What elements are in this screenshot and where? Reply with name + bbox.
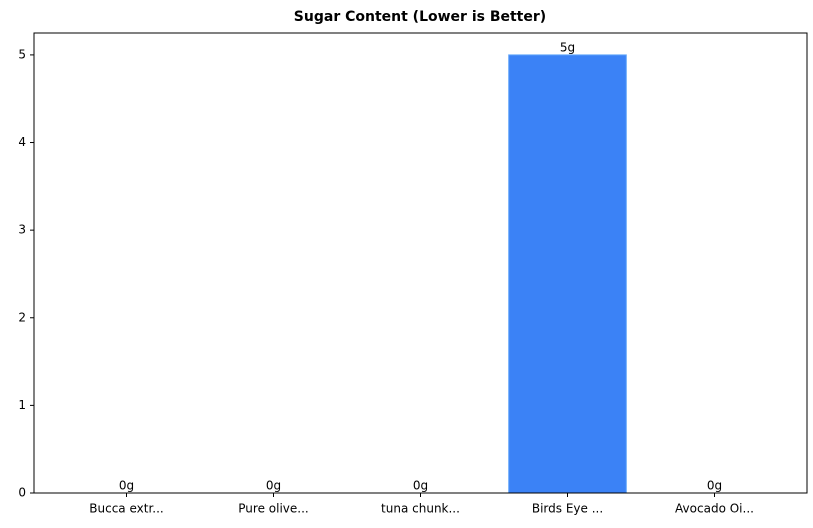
x-tick-label: Bucca extr...: [89, 502, 163, 516]
x-tick-label: Avocado Oi...: [675, 502, 754, 516]
chart-title: Sugar Content (Lower is Better): [294, 9, 546, 25]
y-tick-label: 2: [18, 310, 26, 324]
y-tick-label: 5: [18, 47, 26, 61]
value-label: 0g: [119, 479, 134, 493]
y-tick-label: 3: [18, 223, 26, 237]
value-label: 0g: [266, 479, 281, 493]
bar: [508, 54, 627, 494]
value-label: 0g: [707, 479, 722, 493]
y-tick-label: 0: [18, 486, 26, 500]
x-tick-label: tuna chunk...: [381, 502, 460, 516]
y-tick-label: 1: [18, 398, 26, 412]
x-tick-label: Pure olive...: [238, 502, 308, 516]
plot-frame: [33, 32, 808, 494]
value-label: 0g: [413, 479, 428, 493]
x-tick-label: Birds Eye ...: [532, 502, 603, 516]
y-tick-label: 4: [18, 135, 26, 149]
value-label: 5g: [560, 40, 575, 54]
